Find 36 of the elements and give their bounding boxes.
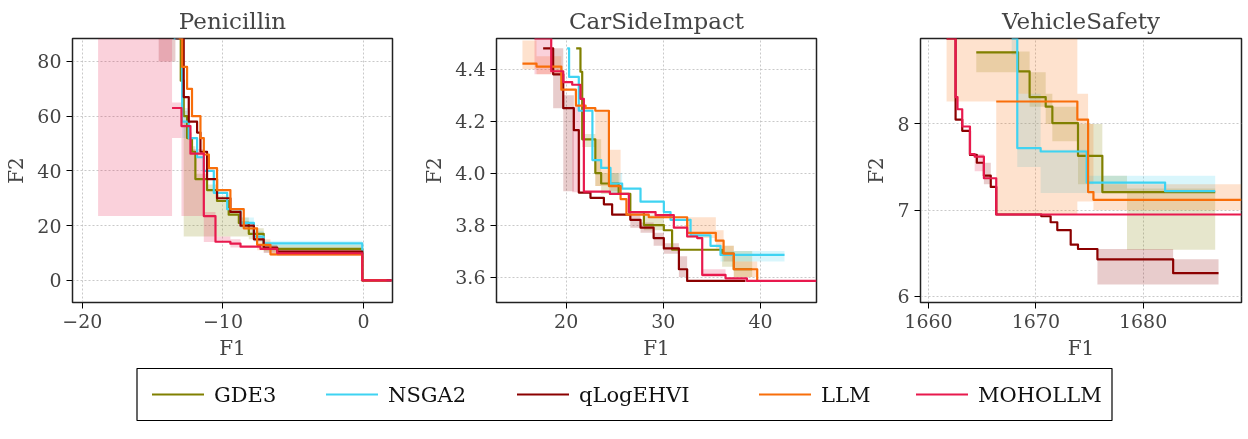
legend-label: LLM [821,382,871,407]
y-axis-title: F2 [4,157,29,184]
legend-label: NSGA2 [388,382,467,407]
y-tick-label: 6 [897,285,910,308]
y-axis-title: F2 [864,157,889,184]
x-tick-label: 0 [357,309,370,332]
x-tick-label: −20 [62,309,103,332]
x-tick-label: 30 [651,309,676,332]
y-tick-label: 4.0 [455,162,486,185]
y-tick-label: 20 [37,214,62,237]
y-tick-label: 4.4 [455,58,486,81]
y-tick-label: 8 [897,112,910,135]
x-tick-label: 1680 [1118,309,1168,332]
x-tick-label: 40 [748,309,773,332]
legend-label: qLogEHVI [579,382,690,407]
legend-label: MOHOLLM [978,382,1102,407]
x-axis-title: F1 [219,335,246,360]
chart-title: VehicleSafety [1001,7,1160,34]
chart-title: Penicillin [178,7,287,34]
chart-title: CarSideImpact [568,7,745,34]
x-tick-label: 1670 [1011,309,1061,332]
y-tick-label: 40 [37,159,62,182]
x-tick-label: −10 [202,309,243,332]
y-tick-label: 80 [37,50,62,73]
x-axis-title: F1 [1067,335,1095,360]
y-tick-label: 7 [897,199,910,222]
x-axis-title: F1 [643,335,670,360]
y-tick-label: 3.6 [455,266,486,289]
x-tick-label: 1660 [904,309,953,332]
y-tick-label: 3.8 [455,214,486,237]
y-axis-title: F2 [422,157,447,184]
y-tick-label: 60 [37,105,62,128]
legend-label: GDE3 [214,382,277,407]
x-tick-label: 20 [554,309,579,332]
y-tick-label: 0 [49,269,62,292]
y-tick-label: 4.2 [455,110,486,133]
